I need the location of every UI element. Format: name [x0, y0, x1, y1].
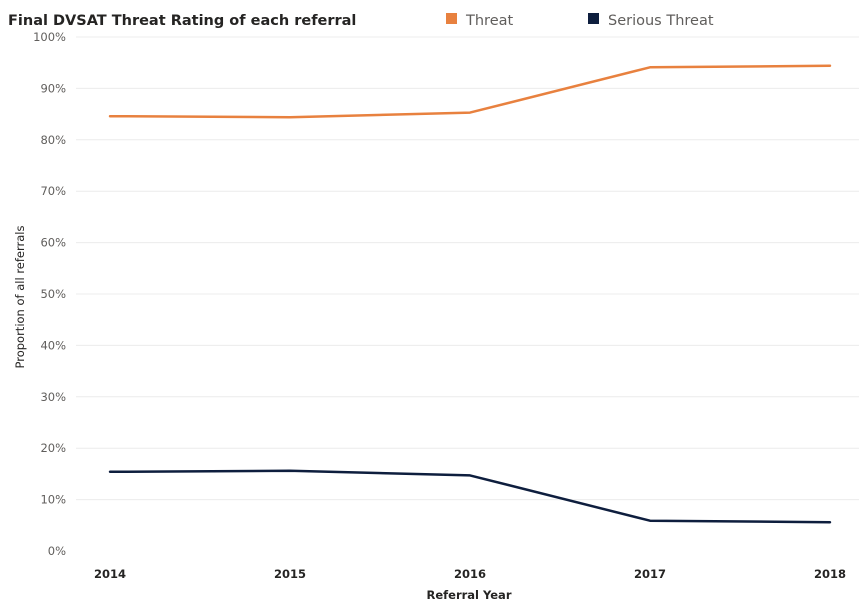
y-tick-label: 60% [40, 236, 66, 250]
x-tick-label: 2017 [634, 567, 666, 581]
y-tick-label: 0% [48, 544, 66, 558]
legend-swatch [588, 13, 599, 24]
series-line-serious-threat [108, 469, 832, 524]
legend-swatch [446, 13, 457, 24]
gridlines [76, 36, 859, 501]
legend-item-serious-threat[interactable]: Serious Threat [588, 13, 714, 29]
x-tick-label: 2018 [814, 567, 846, 581]
legend-item-threat[interactable]: Threat [446, 13, 513, 29]
y-tick-label: 90% [40, 81, 66, 95]
x-tick-label: 2014 [94, 567, 126, 581]
series-lines [108, 64, 832, 524]
chart-title: Final DVSAT Threat Rating of each referr… [8, 13, 356, 29]
x-tick-label: 2015 [274, 567, 306, 581]
series-line-threat [108, 64, 832, 119]
y-tick-label: 40% [40, 338, 66, 352]
y-tick-label: 30% [40, 390, 66, 404]
y-tick-label: 70% [40, 184, 66, 198]
y-tick-label: 50% [40, 287, 66, 301]
y-tick-label: 80% [40, 133, 66, 147]
y-tick-label: 10% [40, 493, 66, 507]
y-axis-title: Proportion of all referrals [13, 226, 27, 369]
legend-label: Threat [465, 13, 513, 29]
y-axis-ticks: 0% 10% 20% 30% 40% 50% 60% 70% 80% 90% 100% [33, 30, 66, 558]
x-axis-title: Referral Year [426, 588, 511, 600]
x-axis-ticks: 2014 2015 2016 2017 2018 [94, 567, 846, 581]
legend: Threat Serious Threat [446, 13, 714, 29]
y-tick-label: 20% [40, 441, 66, 455]
x-tick-label: 2016 [454, 567, 486, 581]
legend-label: Serious Threat [608, 13, 714, 29]
y-tick-label: 100% [33, 30, 66, 44]
